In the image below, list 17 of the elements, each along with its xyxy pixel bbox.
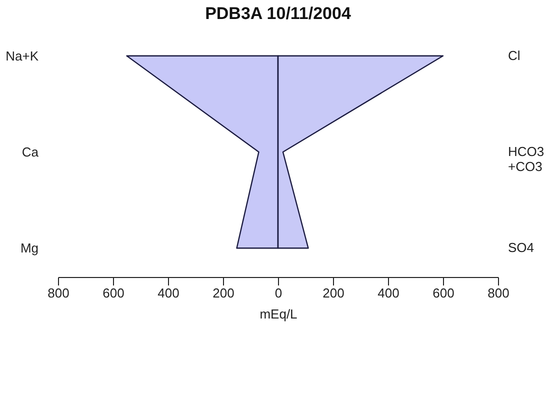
x-tick-label: 400 <box>378 286 400 300</box>
x-tick-label: 800 <box>48 286 70 300</box>
y-tick-label: Mg <box>20 240 38 256</box>
x-axis-title: mEq/L <box>260 306 298 322</box>
x-tick-label: 600 <box>432 286 454 300</box>
y-tick-label: Ca <box>22 144 40 160</box>
y-tick-label: Na+K <box>6 48 39 64</box>
chart-title: PDB3A 10/11/2004 <box>205 4 352 23</box>
x-tick-label: 600 <box>102 286 124 300</box>
x-tick-label: 200 <box>322 286 344 300</box>
x-tick-label: 200 <box>212 286 234 300</box>
y2-tick-label: Cl <box>508 48 520 63</box>
x-tick-label: 0 <box>274 286 282 300</box>
y2-tick-label: SO4 <box>508 240 534 256</box>
x-tick-label: 800 <box>488 286 510 300</box>
x-tick-label: 400 <box>158 286 180 300</box>
y2-tick-label: HCO3 +CO3 <box>508 144 544 174</box>
